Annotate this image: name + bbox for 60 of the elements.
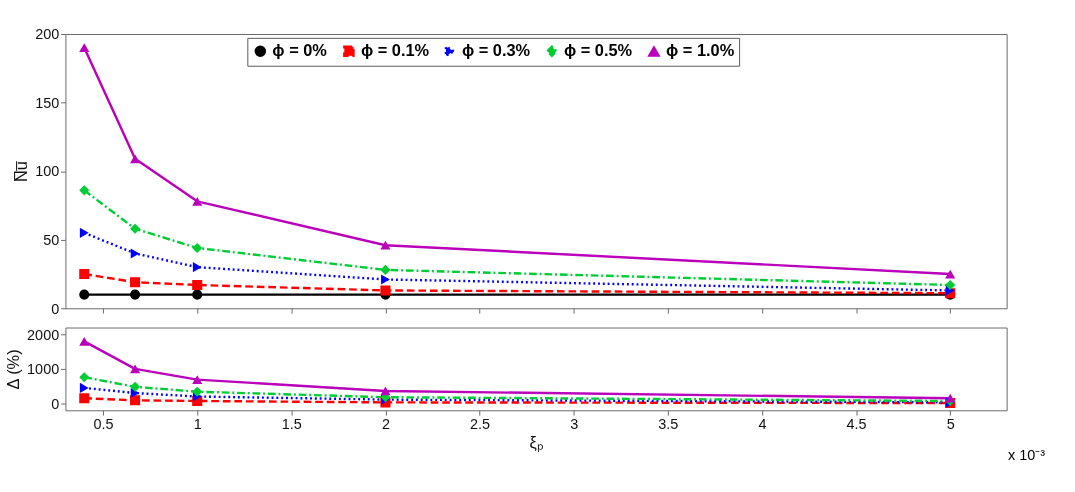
x-tick-label: 5 xyxy=(946,416,955,433)
point xyxy=(130,364,141,374)
point xyxy=(380,386,391,396)
point xyxy=(130,395,141,406)
x-tick-label: 1.5 xyxy=(281,416,302,433)
x-tick-label: 3.5 xyxy=(658,416,679,433)
point xyxy=(945,279,956,291)
x-tick-label: 2 xyxy=(381,416,390,433)
point xyxy=(130,154,141,164)
legend-label: ϕ = 0.5% xyxy=(563,41,633,60)
point xyxy=(192,289,203,300)
y-tick-label: 0 xyxy=(51,300,60,317)
legend-label: ϕ = 0.1% xyxy=(360,41,430,60)
point xyxy=(79,185,90,196)
x-axis-title: ξₚ xyxy=(529,433,544,453)
point xyxy=(79,336,90,346)
point xyxy=(192,242,203,253)
y-tick-label: 0 xyxy=(51,395,60,412)
point xyxy=(945,393,956,403)
point xyxy=(192,279,203,291)
legend-label: ϕ = 0.3% xyxy=(461,41,531,60)
point xyxy=(130,223,141,234)
point xyxy=(130,388,140,399)
point xyxy=(79,382,89,393)
x-tick-label: 0.5 xyxy=(93,416,114,433)
x-tick-label: 1 xyxy=(193,416,202,433)
point xyxy=(79,393,90,404)
point xyxy=(130,381,141,392)
point xyxy=(945,269,956,279)
legend-label: ϕ = 0% xyxy=(272,41,328,60)
y-axis-title: N̅u̅ xyxy=(12,160,31,183)
point xyxy=(130,289,141,300)
point xyxy=(192,386,203,397)
y-tick-label: 2000 xyxy=(27,326,60,343)
point xyxy=(380,264,391,275)
point xyxy=(381,274,390,285)
legend-label: ϕ = 1.0% xyxy=(665,41,735,60)
point xyxy=(192,196,203,206)
x-tick-label: 2.5 xyxy=(470,416,491,433)
y-tick-label: 1000 xyxy=(27,361,60,378)
x-tick-label: 3 xyxy=(570,416,579,433)
point xyxy=(192,375,203,384)
point xyxy=(79,372,90,383)
point xyxy=(130,248,140,259)
point xyxy=(79,43,90,53)
point xyxy=(380,285,391,296)
y-axis-title: Δ (%) xyxy=(4,349,23,390)
point xyxy=(79,289,90,300)
y-tick-label: 150 xyxy=(35,94,60,111)
point xyxy=(380,240,391,250)
text: x 10⁻³ xyxy=(1008,447,1046,464)
point xyxy=(79,268,90,280)
x-tick-label: 4.5 xyxy=(846,416,867,433)
point xyxy=(130,277,141,288)
x-tick-label: 4 xyxy=(758,416,767,433)
y-tick-label: 100 xyxy=(35,163,60,180)
point xyxy=(79,227,89,238)
y-tick-label: 200 xyxy=(35,26,60,43)
y-tick-label: 50 xyxy=(43,232,60,249)
point xyxy=(192,262,202,273)
